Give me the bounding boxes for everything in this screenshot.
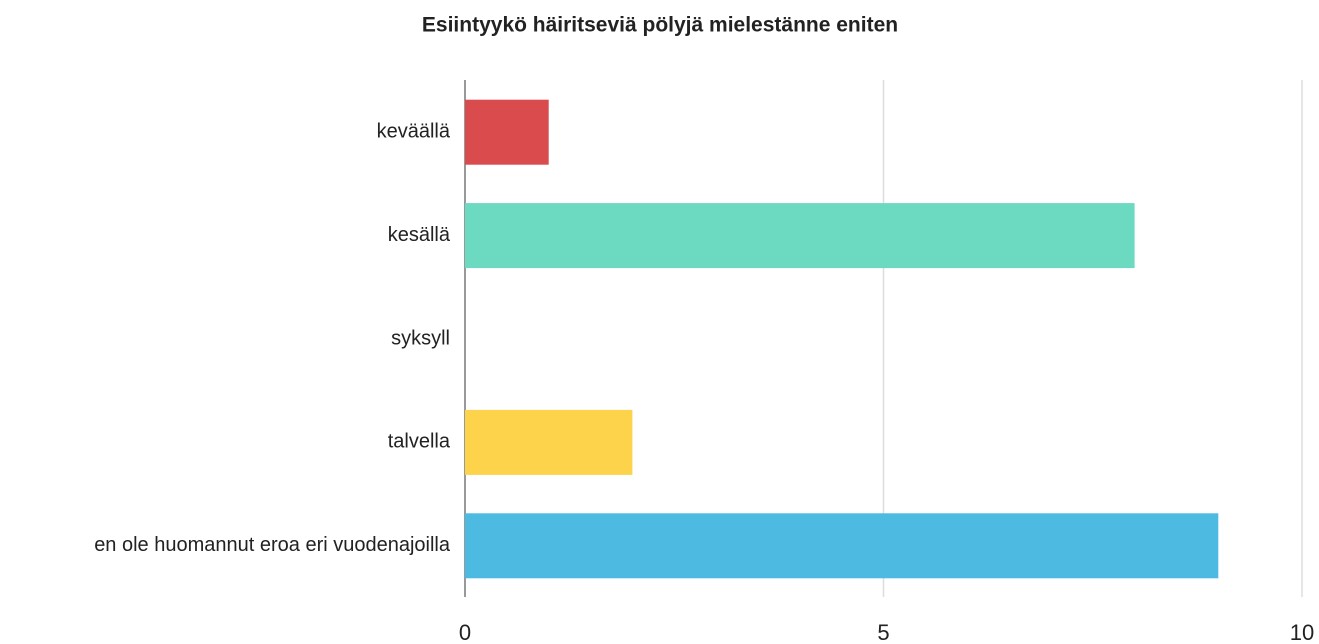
x-tick-label: 0 xyxy=(459,620,471,644)
chart-title: Esiintyykö häiritseviä pölyjä mielestänn… xyxy=(422,14,898,37)
x-tick-label: 5 xyxy=(877,620,889,644)
y-tick-label: talvella xyxy=(388,431,451,453)
y-tick-label: en ole huomannut eroa eri vuodenajoilla xyxy=(94,534,451,556)
bar xyxy=(465,409,633,475)
bar xyxy=(465,513,1219,579)
bar xyxy=(465,99,549,165)
bar xyxy=(465,203,1135,269)
y-tick-label: keväällä xyxy=(377,120,451,142)
y-tick-label: syksyll xyxy=(391,327,450,349)
x-tick-label: 10 xyxy=(1290,620,1314,644)
y-tick-label: kesällä xyxy=(388,224,451,246)
